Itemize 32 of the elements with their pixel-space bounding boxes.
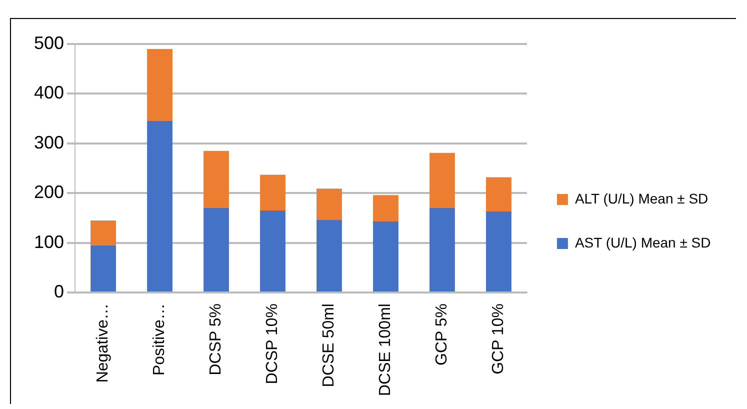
bar: [486, 212, 512, 292]
x-tick-label: DCSP 5%: [208, 304, 225, 376]
bar: [316, 220, 342, 292]
x-tick-label: GCP 10%: [490, 304, 508, 374]
y-tick-label: 100: [34, 232, 64, 252]
bar: [260, 174, 286, 211]
x-tick-label: DCSE 50ml: [320, 304, 338, 388]
x-tick-label: GCP 5%: [434, 304, 451, 366]
bar: [316, 188, 342, 220]
bar: [147, 48, 172, 122]
bar: [430, 152, 455, 208]
bar: [90, 220, 116, 246]
x-tick-label: Positive…: [151, 304, 168, 376]
x-tick-label: DCSE 100ml: [377, 304, 394, 396]
x-tick-label: DCSP 10%: [264, 304, 282, 384]
bar: [486, 177, 512, 212]
y-tick-label: 200: [34, 182, 64, 202]
y-tick-label: 300: [34, 132, 64, 152]
bar: [147, 121, 172, 292]
x-tick-label: Negative…: [94, 304, 112, 383]
y-tick-label: 0: [54, 281, 64, 302]
bar: [90, 245, 116, 292]
bar: [373, 221, 398, 292]
bar: [204, 208, 229, 292]
legend-label: AST (U/L) Mean ± SD: [574, 234, 711, 250]
bar: [373, 195, 398, 222]
legend-label: ALT (U/L) Mean ± SD: [574, 190, 708, 206]
bar: [204, 150, 229, 208]
bar: [430, 208, 455, 292]
y-tick-label: 400: [34, 82, 64, 103]
y-tick-label: 500: [34, 32, 64, 53]
bar: [260, 210, 286, 292]
